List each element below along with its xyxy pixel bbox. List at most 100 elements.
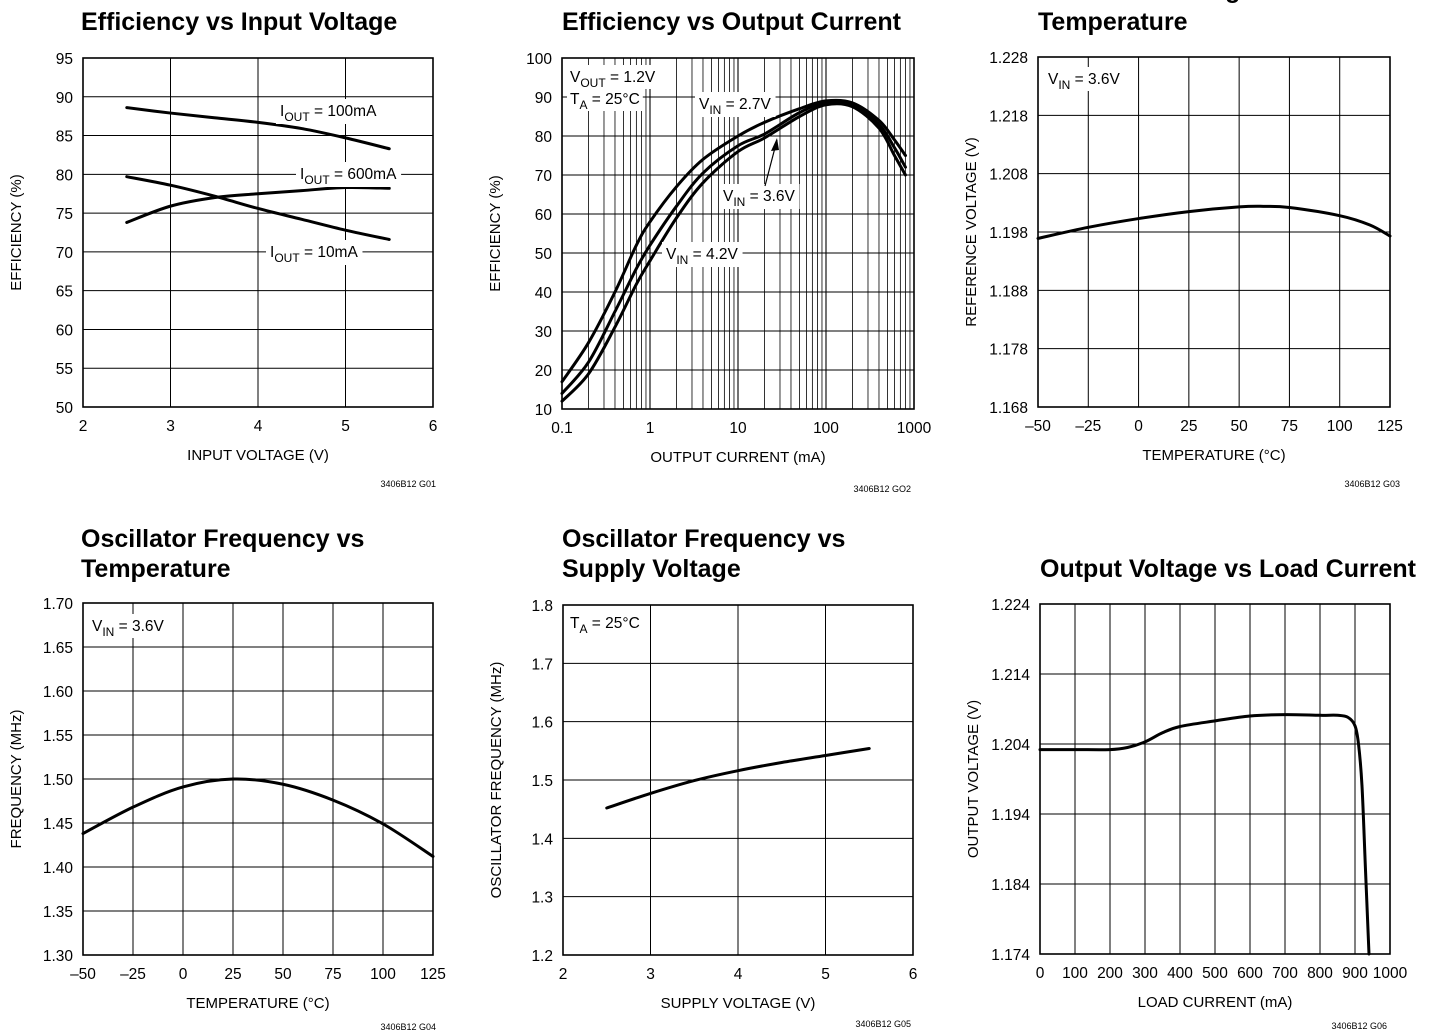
y-tick-label: 55 xyxy=(56,361,73,378)
series-label-bg xyxy=(276,99,382,124)
condition-label: VIN = 3.6V xyxy=(1048,71,1121,92)
y-tick-label: 1.204 xyxy=(991,737,1030,754)
y-tick-label: 1.65 xyxy=(43,640,73,657)
chart-title: Oscillator Frequency vs xyxy=(562,525,845,553)
x-tick-label: 3 xyxy=(166,418,175,435)
y-tick-label: 80 xyxy=(535,129,553,146)
y-tick-label: 1.50 xyxy=(43,772,74,789)
figure-code: 3406B12 G01 xyxy=(380,479,436,489)
x-tick-label: 125 xyxy=(420,966,446,983)
y-tick-label: 40 xyxy=(535,285,553,302)
series-line-1 xyxy=(81,777,435,858)
y-tick-label: 100 xyxy=(526,51,552,68)
y-tick-label: 60 xyxy=(535,207,553,224)
series-line-1 xyxy=(1038,713,1371,956)
chart-3: Reference Voltage vs Temperature 1.168 1.17… xyxy=(963,0,1403,489)
y-tick-label: 1.55 xyxy=(43,728,73,745)
x-tick-label: 10 xyxy=(729,420,747,437)
chart-title: Oscillator Frequency vs xyxy=(81,525,364,553)
x-tick-label: 50 xyxy=(1231,418,1249,435)
chart-title: Output Voltage vs Load Current xyxy=(1040,555,1417,583)
x-tick-label: 0 xyxy=(1036,965,1045,982)
chart-title: Temperature xyxy=(81,555,231,583)
y-tick-label: 70 xyxy=(56,245,74,262)
x-tick-label: 5 xyxy=(341,418,350,435)
y-tick-label: 1.2 xyxy=(531,948,553,965)
x-tick-label: 125 xyxy=(1377,418,1403,435)
x-tick-label: –25 xyxy=(120,966,146,983)
x-tick-label: 75 xyxy=(1281,418,1298,435)
x-tick-label: –25 xyxy=(1075,418,1101,435)
series-line-2 xyxy=(125,185,391,224)
y-tick-label: 1.194 xyxy=(991,807,1030,824)
y-tick-label: 1.45 xyxy=(43,816,73,833)
x-tick-label: 1000 xyxy=(897,420,932,437)
series-line-2 xyxy=(560,100,907,395)
y-tick-label: 65 xyxy=(56,284,73,301)
x-tick-label: 0 xyxy=(179,966,188,983)
y-tick-label: 1.184 xyxy=(991,877,1030,894)
condition-label: VIN = 3.6V xyxy=(92,618,165,639)
grid xyxy=(562,604,914,956)
y-tick-label: 80 xyxy=(56,167,74,184)
y-tick-label: 1.168 xyxy=(989,400,1028,417)
y-tick-label: 1.40 xyxy=(43,860,74,877)
series-label: IOUT = 10mA xyxy=(270,244,358,265)
x-tick-label: 700 xyxy=(1272,965,1298,982)
y-tick-label: 10 xyxy=(535,402,553,419)
chart-2: Efficiency vs Output Current 10 20 30 40 50 60… xyxy=(487,8,932,494)
y-tick-label: 1.6 xyxy=(531,715,553,732)
series-label-bg xyxy=(719,184,800,209)
x-tick-label: 3 xyxy=(646,966,655,983)
plot-frame xyxy=(561,57,915,410)
y-axis-label: FREQUENCY (MHz) xyxy=(8,710,25,849)
x-tick-label: 1 xyxy=(646,420,655,437)
x-tick-label: 0 xyxy=(1134,418,1143,435)
y-tick-label: 1.178 xyxy=(989,342,1028,359)
y-tick-label: 70 xyxy=(535,168,553,185)
y-tick-label: 1.3 xyxy=(531,890,553,907)
y-axis-label: EFFICIENCY (%) xyxy=(8,174,25,290)
y-tick-label: 50 xyxy=(56,400,74,417)
y-tick-label: 90 xyxy=(535,90,553,107)
y-tick-label: 1.188 xyxy=(989,283,1028,300)
y-tick-label: 85 xyxy=(56,129,73,146)
series-line-1 xyxy=(605,747,871,810)
x-tick-label: 600 xyxy=(1237,965,1263,982)
figure-code: 3406B12 G05 xyxy=(855,1019,911,1029)
x-tick-label: 4 xyxy=(734,966,743,983)
x-tick-label: 2 xyxy=(79,418,88,435)
condition-label-bg xyxy=(1045,67,1124,91)
y-tick-label: 50 xyxy=(535,246,553,263)
x-tick-label: 0.1 xyxy=(551,420,573,437)
x-tick-label: 25 xyxy=(1180,418,1197,435)
series-label-bg xyxy=(296,162,402,187)
condition-label-bg xyxy=(567,65,659,89)
y-tick-label: 20 xyxy=(535,363,553,380)
chart-title: Reference Voltage vs xyxy=(1038,0,1289,4)
series-label-bg xyxy=(266,240,363,265)
plot-frame xyxy=(82,602,434,956)
y-tick-label: 1.174 xyxy=(991,947,1030,964)
chart-6: Output Voltage vs Load Current 1.174 1.184… xyxy=(965,555,1417,1031)
y-tick-label: 90 xyxy=(56,90,74,107)
y-tick-label: 1.4 xyxy=(531,831,553,848)
chart-title: Efficiency vs Input Voltage xyxy=(81,8,397,36)
y-tick-label: 1.208 xyxy=(989,167,1028,184)
x-tick-label: 4 xyxy=(254,418,263,435)
x-tick-label: 200 xyxy=(1097,965,1123,982)
condition-label-bg xyxy=(89,614,168,638)
x-tick-label: 6 xyxy=(429,418,438,435)
y-tick-label: 1.35 xyxy=(43,904,73,921)
x-tick-label: –50 xyxy=(1025,418,1051,435)
y-tick-label: 1.60 xyxy=(43,684,74,701)
series-label-bg xyxy=(695,92,776,117)
series-line-1 xyxy=(560,98,907,384)
figure-code: 3406B12 G03 xyxy=(1344,479,1400,489)
x-tick-label: 5 xyxy=(821,966,830,983)
x-axis-label: OUTPUT CURRENT (mA) xyxy=(650,449,825,466)
x-axis-label: INPUT VOLTAGE (V) xyxy=(187,447,329,464)
x-axis-label: SUPPLY VOLTAGE (V) xyxy=(661,995,816,1012)
series-line-1 xyxy=(125,106,391,151)
